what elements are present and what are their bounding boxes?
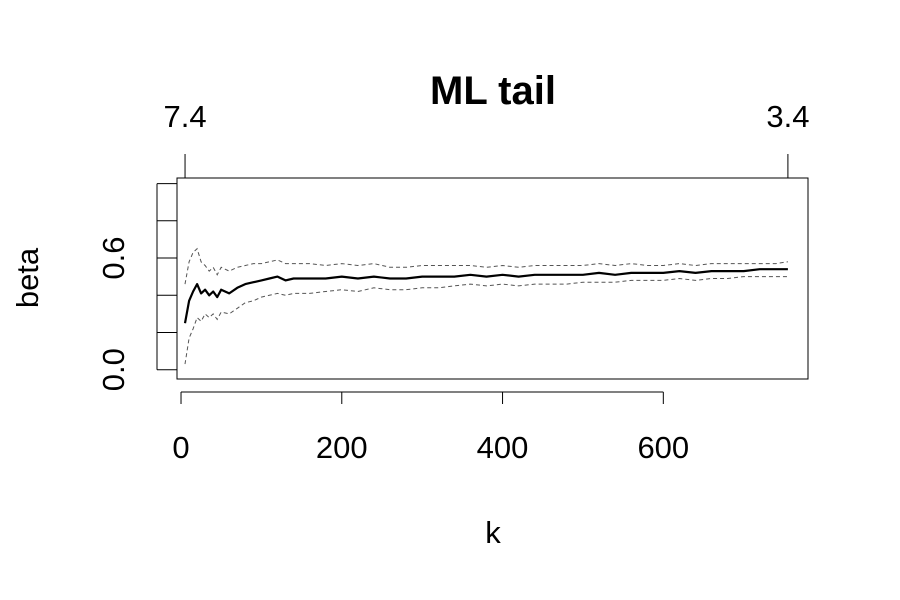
x-axis: 0 200 400 600	[172, 391, 689, 465]
top-tick-label-1: 3.4	[766, 99, 809, 134]
y-tick-label-0: 0.0	[96, 348, 131, 391]
y-tick-label-3: 0.6	[96, 236, 131, 279]
estimate-line	[183, 268, 788, 324]
upper-bound-line	[184, 247, 788, 285]
top-threshold-axis: 7.4 3.4	[163, 99, 809, 178]
lower-bound-line	[184, 276, 788, 365]
series-layer	[183, 247, 788, 365]
y-axis-label: beta	[10, 247, 45, 308]
top-tick-label-0: 7.4	[163, 99, 206, 134]
x-tick-label-400: 400	[477, 430, 529, 465]
y-axis: 0.0 0.6	[96, 183, 177, 391]
x-tick-label-200: 200	[316, 430, 368, 465]
x-tick-label-600: 600	[637, 430, 689, 465]
x-axis-label: k	[485, 515, 501, 550]
chart-title: ML tail	[430, 69, 556, 113]
x-tick-label-0: 0	[172, 430, 189, 465]
plot-frame	[176, 177, 809, 380]
